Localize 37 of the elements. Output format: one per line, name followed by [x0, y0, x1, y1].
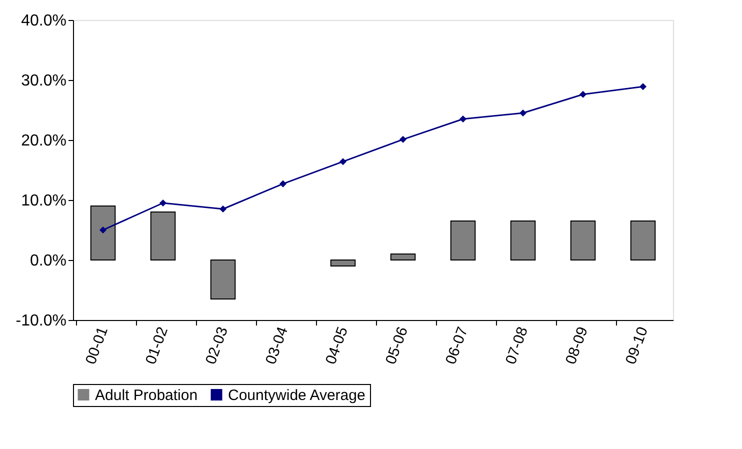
y-tick-label: 20.0% [21, 132, 66, 150]
legend-label: Countywide Average [228, 386, 366, 404]
y-tick-label: 40.0% [21, 12, 66, 30]
bar [570, 220, 596, 260]
bar [450, 220, 476, 260]
bar [210, 260, 236, 300]
y-tick-label: -10.0% [16, 312, 66, 330]
bar [330, 260, 356, 266]
bar [390, 254, 416, 260]
x-tick-label: 01-02 [142, 324, 172, 367]
bar [90, 206, 116, 260]
bar [150, 212, 176, 260]
point [459, 115, 467, 123]
y-tick-label: 30.0% [21, 72, 66, 90]
legend-label: Adult Probation [95, 386, 198, 404]
x-tick-label: 07-08 [502, 324, 532, 367]
y-tick-label: 0.0% [30, 252, 66, 270]
x-tick-label: 08-09 [562, 324, 592, 367]
point [519, 109, 527, 117]
point [99, 226, 107, 234]
bar [630, 220, 656, 260]
point [399, 136, 407, 143]
point [279, 180, 287, 188]
x-tick-label: 00-01 [82, 324, 112, 367]
x-tick-label: 05-06 [382, 324, 412, 367]
point [579, 90, 587, 98]
point [219, 205, 227, 213]
point [339, 158, 347, 166]
x-tick-label: 03-04 [262, 324, 292, 367]
x-tick-label: 09-10 [622, 324, 652, 367]
x-tick-label: 02-03 [202, 324, 232, 367]
point [159, 199, 167, 207]
x-tick-label: 04-05 [322, 324, 352, 367]
bar [510, 220, 536, 260]
x-tick-label: 06-07 [442, 324, 472, 367]
point [639, 83, 647, 90]
y-tick-label: 10.0% [21, 192, 66, 210]
